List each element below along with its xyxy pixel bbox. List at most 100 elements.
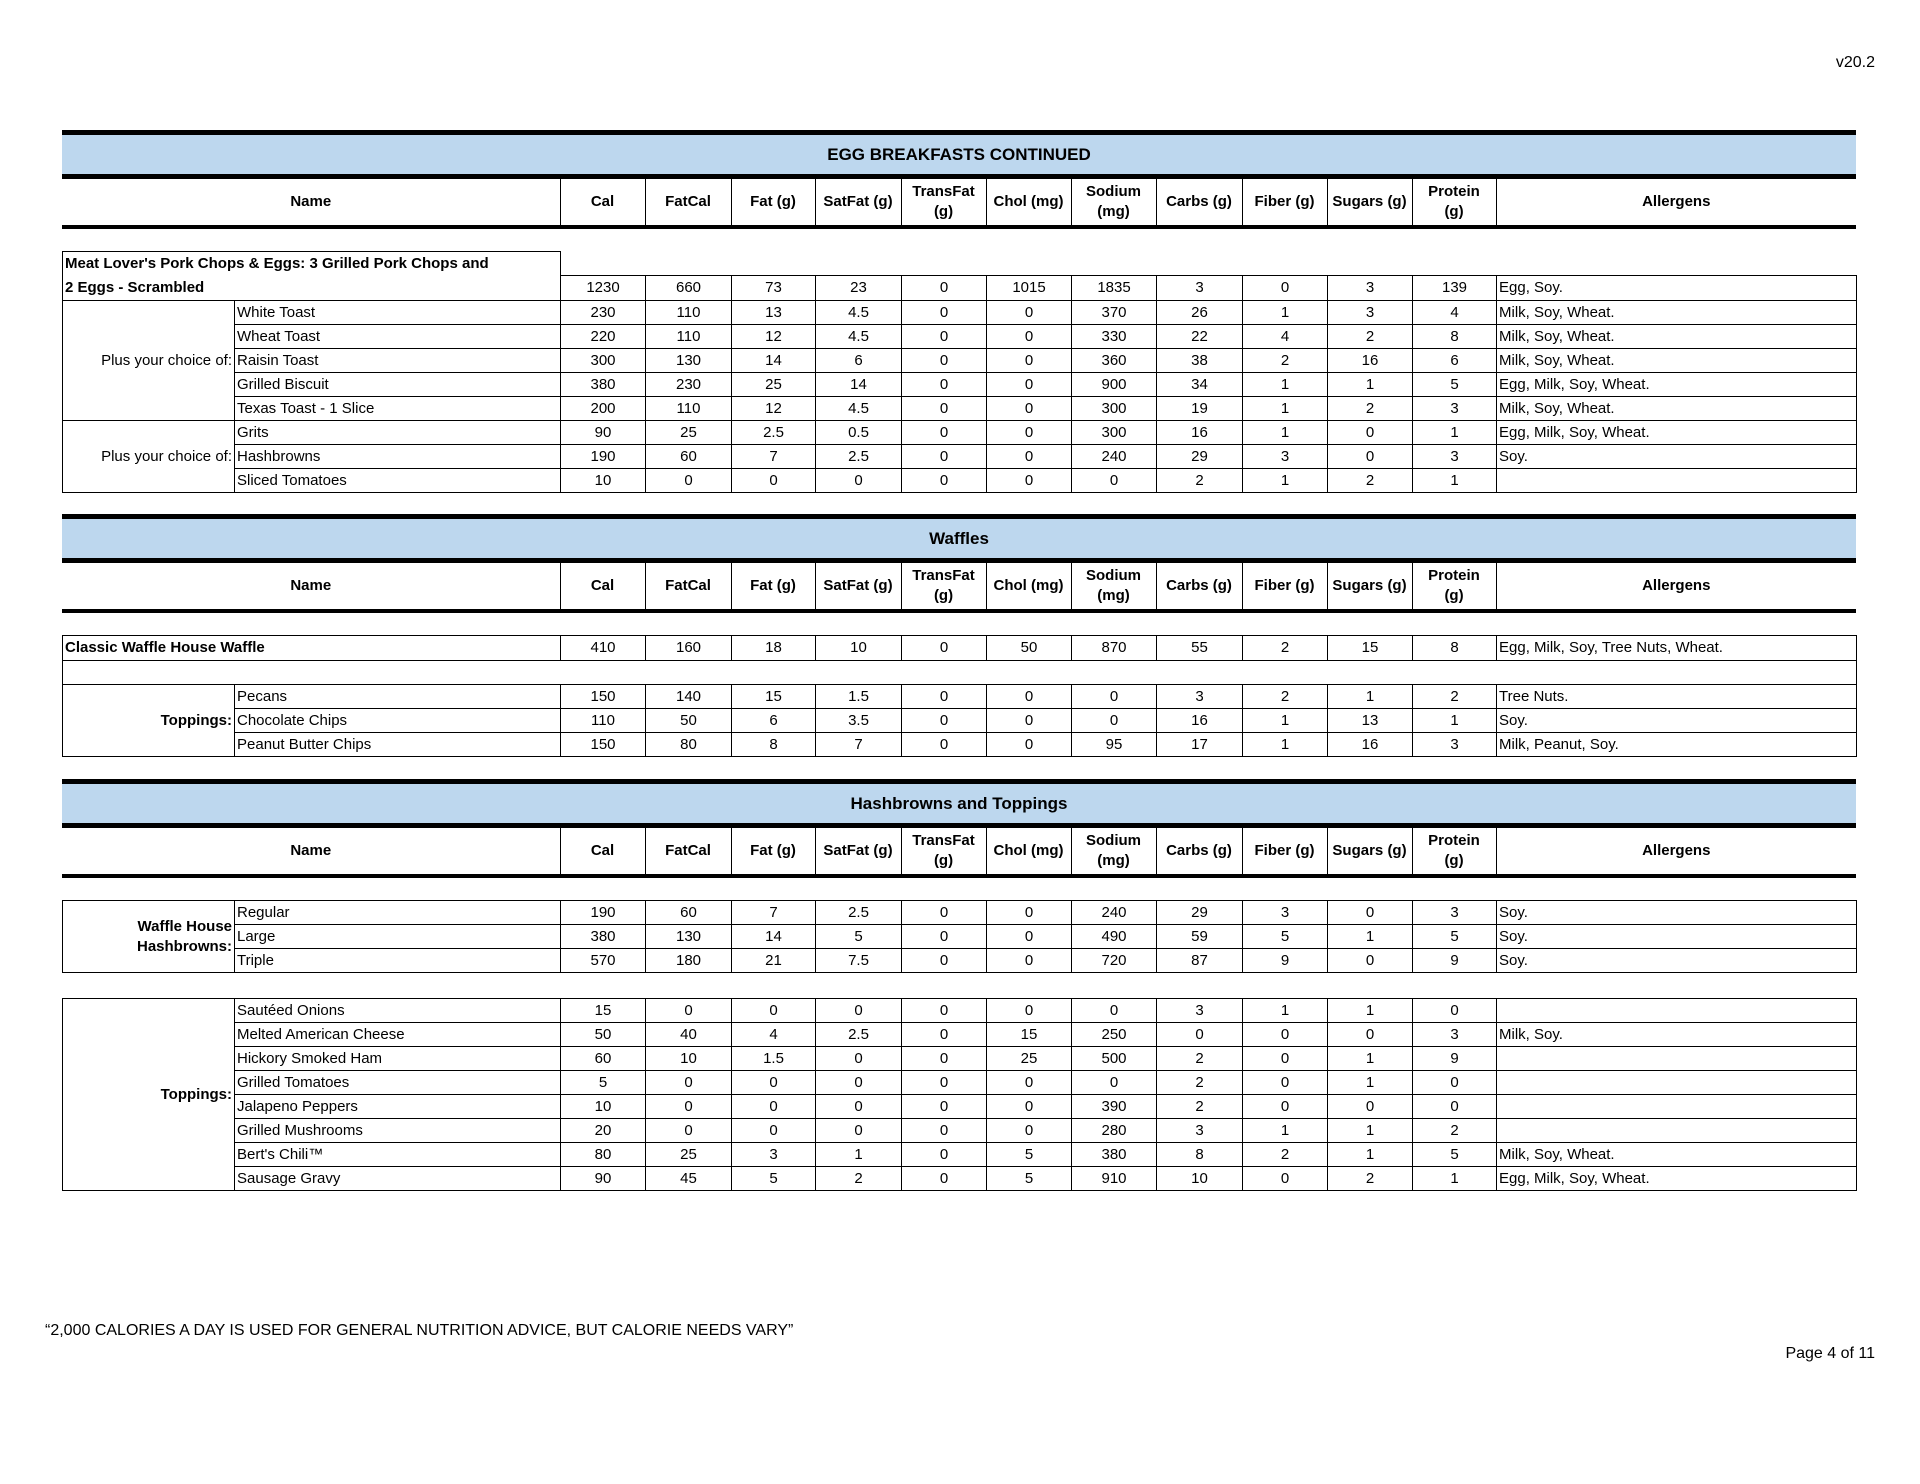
cell-fat: 7 — [731, 900, 816, 925]
cell-carbs: 17 — [1156, 732, 1243, 757]
cell-sugars: 2 — [1327, 1166, 1413, 1191]
cell-chol: 0 — [986, 998, 1072, 1023]
cell-fat: 0 — [731, 1094, 816, 1119]
cell-cal: 10 — [560, 1094, 646, 1119]
cell-satfat: 3.5 — [815, 708, 902, 733]
cell-chol: 0 — [986, 420, 1072, 445]
cell-allergens: Milk, Soy, Wheat. — [1496, 348, 1857, 373]
table-row: 1230 660 73 23 0 1015 1835 3 0 3 139 Egg, Soy. — [63, 275, 1857, 301]
cell-carbs: 55 — [1156, 635, 1243, 661]
cell-satfat: 4.5 — [815, 300, 902, 325]
table-row: Chocolate Chips 110 50 6 3.5 0 0 0 16 1 13 1 Soy. — [63, 708, 1857, 733]
column-header-fatcal: FatCal — [644, 179, 732, 225]
cell-cal: 380 — [560, 372, 646, 397]
table-row: Grilled Tomatoes 5 0 0 0 0 0 0 2 0 1 0 — [63, 1070, 1857, 1095]
column-header-row: Name Cal FatCal Fat (g) SatFat (g) TransFat (… — [62, 179, 1857, 225]
cell-chol: 25 — [986, 1046, 1072, 1071]
cell-fat: 14 — [731, 924, 816, 949]
section-title: Hashbrowns and Toppings — [62, 784, 1856, 823]
column-header-fiber: Fiber (g) — [1241, 563, 1328, 609]
table-row: Jalapeno Peppers 10 0 0 0 0 0 390 2 0 0 0 — [63, 1094, 1857, 1119]
option-name: Sautéed Onions — [234, 998, 561, 1023]
cell-carbs: 8 — [1156, 1142, 1243, 1167]
column-header-cal: Cal — [559, 563, 646, 609]
cell-carbs: 2 — [1156, 1046, 1243, 1071]
cell-fiber: 0 — [1242, 275, 1328, 301]
column-header-chol: Chol (mg) — [985, 828, 1072, 874]
nutrition-table: Waffle House Hashbrowns: Regular 190 60 7 2.5… — [62, 900, 1857, 973]
column-header-carbs: Carbs (g) — [1155, 828, 1243, 874]
cell-allergens — [1496, 1046, 1857, 1071]
cell-fatcal: 660 — [645, 275, 732, 301]
column-header-sugars: Sugars (g) — [1326, 563, 1413, 609]
cell-sugars: 1 — [1327, 684, 1413, 709]
cell-fat: 18 — [731, 635, 816, 661]
cell-fiber: 1 — [1242, 732, 1328, 757]
cell-satfat: 1 — [815, 1142, 902, 1167]
cell-protein: 0 — [1412, 1094, 1497, 1119]
cell-allergens: Milk, Soy, Wheat. — [1496, 396, 1857, 421]
cell-sugars: 1 — [1327, 372, 1413, 397]
group-label: Toppings: — [62, 998, 235, 1191]
cell-cal: 300 — [560, 348, 646, 373]
cell-sodium: 720 — [1071, 948, 1157, 973]
cell-fatcal: 60 — [645, 444, 732, 469]
table-row: Grilled Biscuit 380 230 25 14 0 0 900 34 1 1 5 Egg, … — [63, 372, 1857, 397]
cell-fiber: 0 — [1242, 1046, 1328, 1071]
cell-transfat: 0 — [901, 396, 987, 421]
spacer-cell — [987, 252, 1072, 276]
cell-cal: 410 — [560, 635, 646, 661]
cell-fat: 6 — [731, 708, 816, 733]
cell-sugars: 3 — [1327, 300, 1413, 325]
table-row: Wheat Toast 220 110 12 4.5 0 0 330 22 4 2 8 Milk, So… — [63, 324, 1857, 349]
cell-sugars: 3 — [1327, 275, 1413, 301]
cell-carbs: 3 — [1156, 684, 1243, 709]
cell-sugars: 2 — [1327, 324, 1413, 349]
column-header-protein: Protein (g) — [1411, 828, 1497, 874]
rule-bottom — [62, 609, 1856, 613]
cell-sodium: 910 — [1071, 1166, 1157, 1191]
column-header-sodium: Sodium (mg) — [1070, 563, 1157, 609]
cell-allergens: Soy. — [1496, 708, 1857, 733]
cell-satfat: 0 — [815, 1118, 902, 1143]
cell-allergens: Tree Nuts. — [1496, 684, 1857, 709]
cell-sugars: 1 — [1327, 998, 1413, 1023]
cell-cal: 90 — [560, 420, 646, 445]
cell-fiber: 2 — [1242, 1142, 1328, 1167]
cell-chol: 0 — [986, 732, 1072, 757]
cell-fatcal: 0 — [645, 998, 732, 1023]
cell-transfat: 0 — [901, 635, 987, 661]
cell-chol: 0 — [986, 300, 1072, 325]
spacer-cell — [816, 252, 902, 276]
column-header-transfat: TransFat (g) — [900, 828, 987, 874]
cell-sodium: 0 — [1071, 998, 1157, 1023]
table-row: Plus your choice of: White Toast 230 110 13 4… — [62, 300, 1857, 421]
cell-fiber: 1 — [1242, 1118, 1328, 1143]
column-header-row: Name Cal FatCal Fat (g) SatFat (g) TransFat (… — [62, 828, 1857, 874]
cell-sugars: 2 — [1327, 396, 1413, 421]
column-header-allergens: Allergens — [1495, 828, 1857, 874]
cell-chol: 0 — [986, 348, 1072, 373]
cell-satfat: 4.5 — [815, 324, 902, 349]
cell-carbs: 16 — [1156, 708, 1243, 733]
item-name-line: Meat Lover's Pork Chops & Eggs: 3 Grille… — [65, 255, 489, 272]
cell-carbs: 10 — [1156, 1166, 1243, 1191]
cell-protein: 139 — [1412, 275, 1497, 301]
option-name: Hashbrowns — [234, 444, 561, 469]
cell-protein: 5 — [1412, 1142, 1497, 1167]
cell-satfat: 0.5 — [815, 420, 902, 445]
cell-sugars: 16 — [1327, 348, 1413, 373]
cell-cal: 150 — [560, 684, 646, 709]
option-name: Raisin Toast — [234, 348, 561, 373]
cell-fat: 0 — [731, 998, 816, 1023]
table-row: Large 380 130 14 5 0 0 490 59 5 1 5 Soy. — [63, 924, 1857, 949]
cell-transfat: 0 — [901, 300, 987, 325]
cell-protein: 4 — [1412, 300, 1497, 325]
cell-fiber: 5 — [1242, 924, 1328, 949]
item-name: Classic Waffle House Waffle — [62, 635, 561, 661]
cell-cal: 5 — [560, 1070, 646, 1095]
group-label: Plus your choice of: — [62, 420, 235, 493]
column-header-allergens: Allergens — [1495, 179, 1857, 225]
section-egg-breakfasts: EGG BREAKFASTS CONTINUED Name Cal FatCal Fat… — [62, 130, 1857, 493]
cell-satfat: 0 — [815, 1046, 902, 1071]
